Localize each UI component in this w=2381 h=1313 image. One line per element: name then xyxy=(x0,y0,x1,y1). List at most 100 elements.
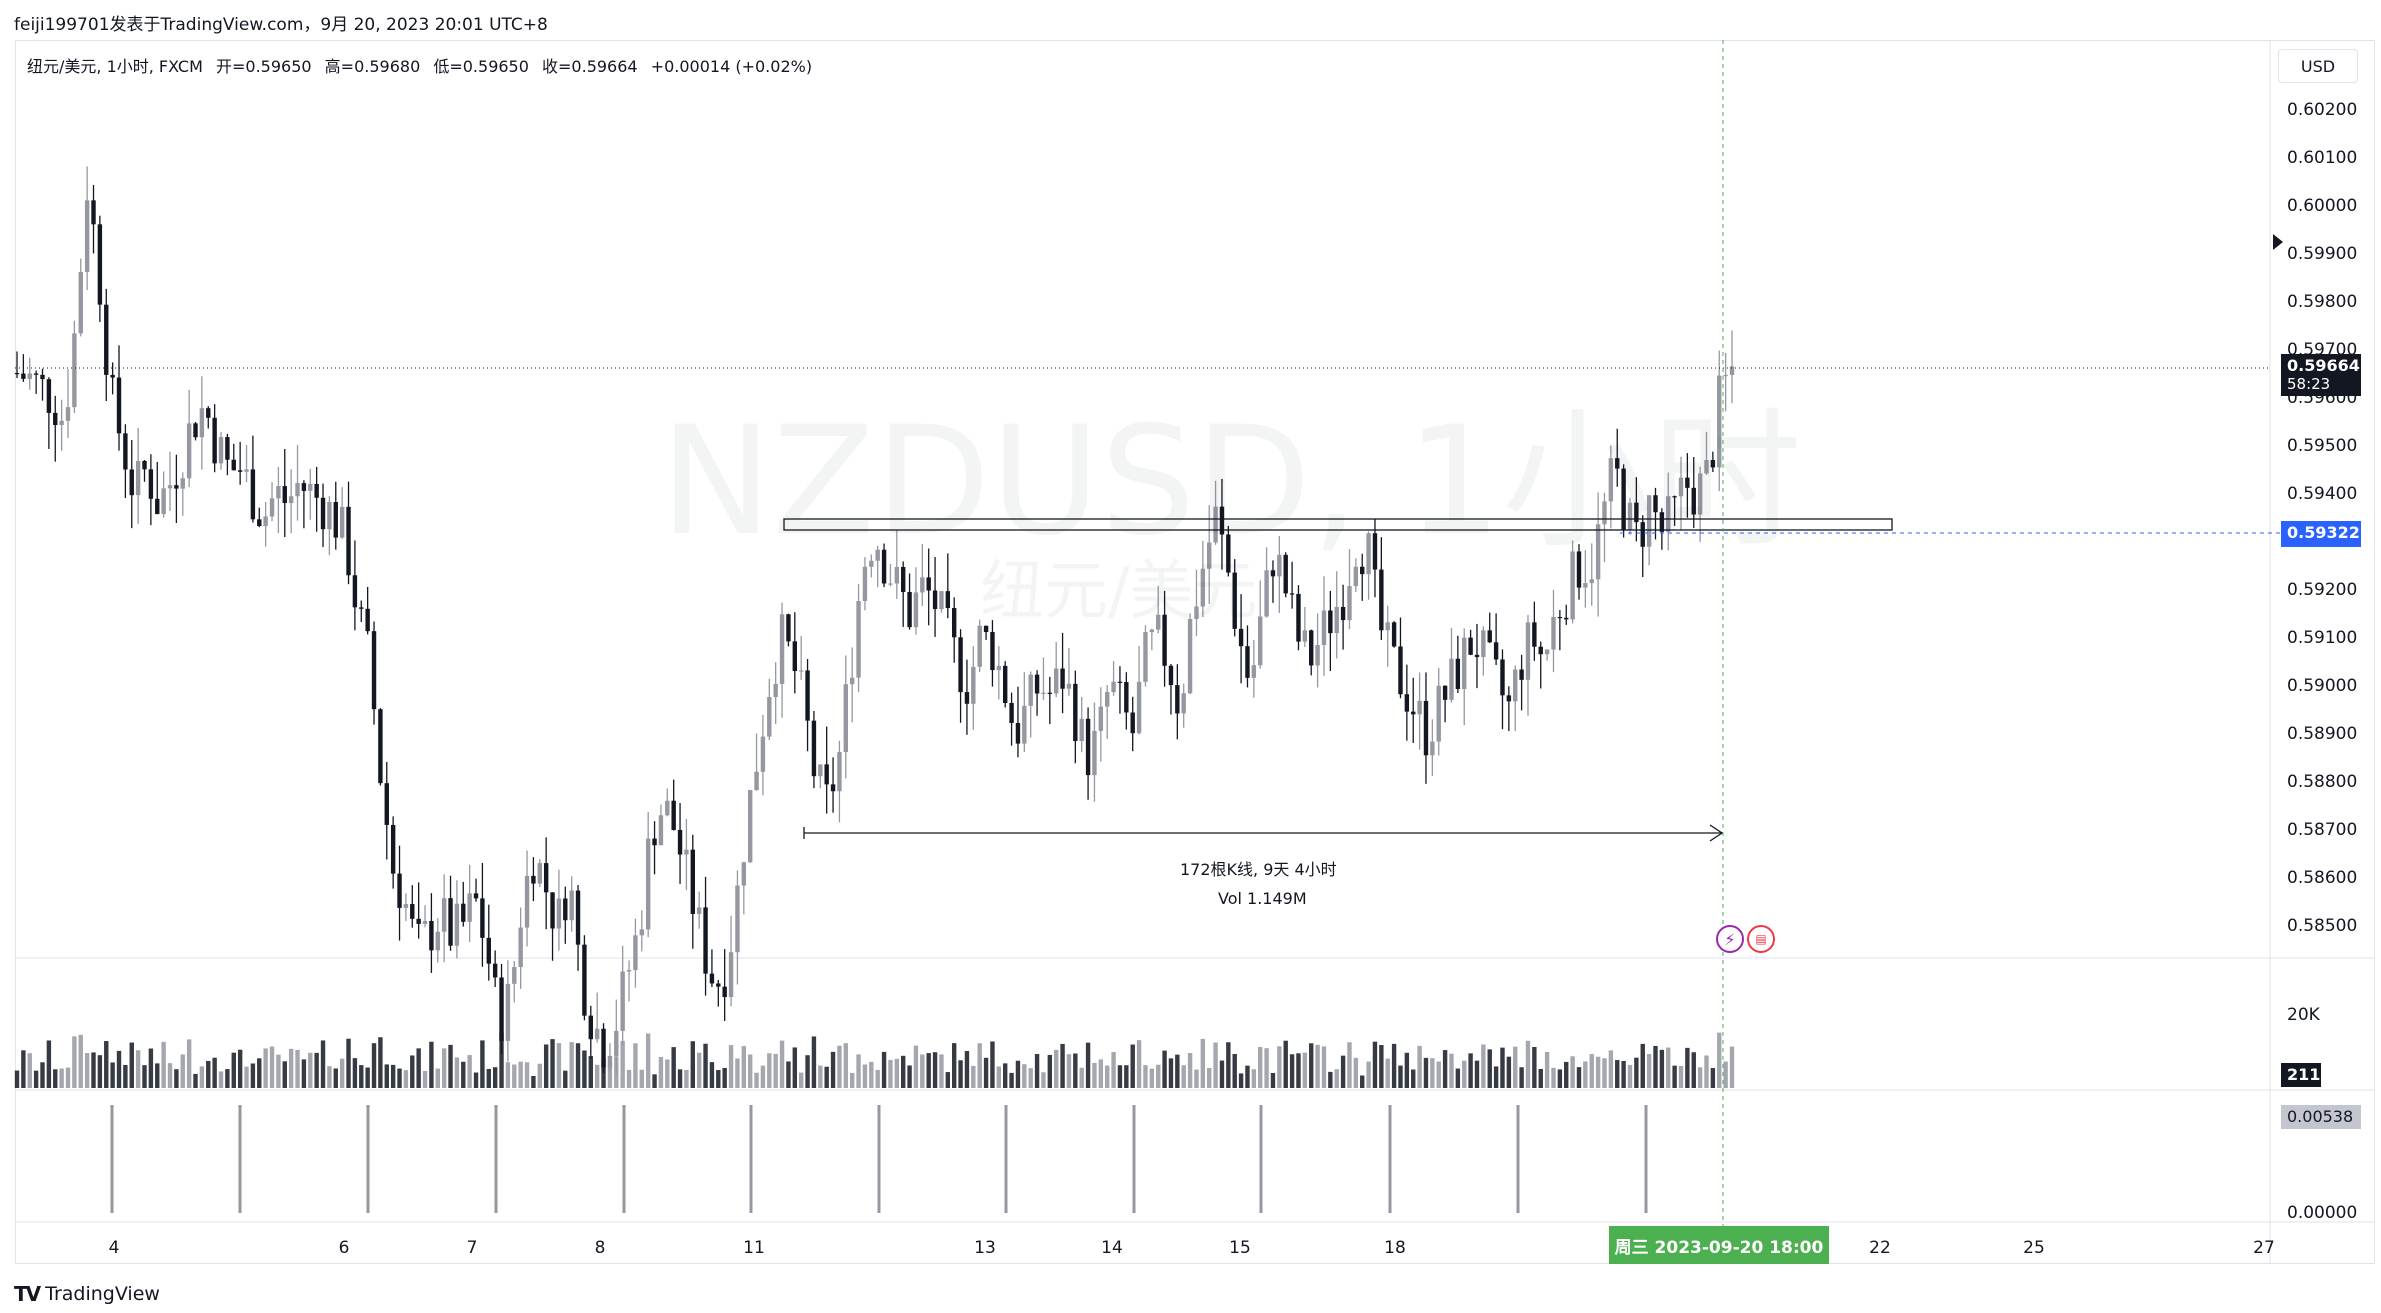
volume-bar xyxy=(193,1073,198,1088)
candle-body xyxy=(295,483,300,497)
volume-bar xyxy=(990,1041,995,1088)
candle-body xyxy=(563,898,568,921)
candle-body xyxy=(971,666,976,704)
volume-bar xyxy=(1156,1064,1161,1088)
candle-body xyxy=(1685,477,1690,488)
volume-bar xyxy=(722,1067,727,1088)
candle-body xyxy=(837,752,842,792)
candle-body xyxy=(907,591,912,628)
volume-bar xyxy=(1659,1049,1665,1088)
volume-bar xyxy=(1589,1054,1594,1088)
candle-body xyxy=(1595,524,1601,580)
candle-body xyxy=(1321,610,1327,645)
ohlc-legend[interactable]: 纽元/美元, 1小时, FXCM 开=0.59650 高=0.59680 低=0… xyxy=(27,53,820,77)
candle-body xyxy=(1111,681,1116,693)
candle-body xyxy=(486,937,491,964)
candle-body xyxy=(1073,683,1078,742)
candle-body xyxy=(945,591,951,609)
price-tick-label: 0.58900 xyxy=(2287,724,2357,744)
candle-body xyxy=(454,903,460,946)
candle-body xyxy=(282,486,287,504)
candle-body xyxy=(652,838,657,846)
candle-body xyxy=(1092,730,1097,776)
currency-selector[interactable]: USD xyxy=(2278,49,2358,83)
candle-body xyxy=(792,641,798,672)
volume-bar xyxy=(926,1053,931,1088)
candle-body xyxy=(231,459,236,471)
volume-bar xyxy=(1098,1059,1104,1088)
candle-body xyxy=(1219,506,1225,535)
candle-body xyxy=(1570,551,1575,620)
candle-body xyxy=(1404,694,1410,712)
candle-body xyxy=(881,549,887,584)
volume-bar xyxy=(1347,1042,1352,1088)
measure-volume-label: Vol 1.149M xyxy=(1218,889,1307,908)
candle-body xyxy=(123,433,128,470)
volume-bar xyxy=(900,1055,906,1088)
candle-body xyxy=(33,373,39,375)
candle-body xyxy=(594,1028,600,1040)
volume-bar xyxy=(148,1048,154,1088)
volume-bar xyxy=(276,1054,281,1088)
candle-body xyxy=(1124,682,1129,713)
candle-body xyxy=(556,898,562,929)
drawing-overlays[interactable] xyxy=(15,40,2280,1226)
volume-bar xyxy=(556,1043,562,1088)
candle-body xyxy=(913,592,919,628)
arrow-right-icon xyxy=(2273,234,2283,250)
volume-bar xyxy=(550,1039,555,1088)
candle-body xyxy=(1315,644,1320,666)
candle-body xyxy=(1462,637,1467,689)
candle-body xyxy=(1309,630,1314,666)
volume-bar xyxy=(677,1069,683,1088)
volume-bar xyxy=(225,1069,230,1088)
volume-bar xyxy=(696,1052,702,1088)
candle-body xyxy=(1009,702,1014,723)
lightning-icon[interactable]: ⚡ xyxy=(1716,925,1744,953)
candle-body xyxy=(1028,674,1033,706)
volume-bar xyxy=(811,1036,817,1088)
candle-body xyxy=(339,506,345,538)
volume-bar xyxy=(1666,1047,1671,1088)
volume-bar xyxy=(1513,1046,1518,1088)
price-tick-label: 0.59100 xyxy=(2287,628,2357,648)
candle-body xyxy=(1156,614,1161,630)
candle-body xyxy=(1564,617,1569,620)
candle-body xyxy=(1098,706,1104,731)
volume-bar xyxy=(894,1058,900,1088)
oscillator-value-label: 0.00538 xyxy=(2281,1105,2361,1129)
volume-bar xyxy=(537,1063,542,1088)
legend-symbol: 纽元/美元, 1小时, FXCM xyxy=(27,57,203,76)
volume-bar xyxy=(410,1055,415,1088)
us-flag-icon[interactable]: ▤ xyxy=(1747,925,1775,953)
candle-body xyxy=(1640,522,1645,547)
volume-bar xyxy=(971,1065,976,1088)
volume-bar xyxy=(1283,1040,1288,1088)
candle-body xyxy=(1085,718,1091,776)
volume-bar xyxy=(65,1067,71,1088)
candle-body xyxy=(786,614,791,642)
volume-bar xyxy=(531,1075,536,1088)
candle-body xyxy=(53,412,58,426)
date-range-arrowhead xyxy=(1709,824,1724,842)
tradingview-logo[interactable]: TV TradingView xyxy=(14,1282,160,1306)
candle-body xyxy=(722,986,727,998)
candle-body xyxy=(1411,711,1416,715)
candle-body xyxy=(1264,570,1269,617)
candle-body xyxy=(1704,460,1709,474)
candle-body xyxy=(741,862,747,886)
candle-body xyxy=(690,849,695,914)
volume-bar xyxy=(939,1054,944,1088)
candle-body xyxy=(473,893,479,899)
volume-bar xyxy=(1289,1054,1295,1088)
volume-bar xyxy=(1353,1057,1359,1088)
volume-bar xyxy=(907,1065,912,1088)
volume-bar xyxy=(747,1054,753,1088)
candle-body xyxy=(1455,658,1461,689)
candle-body xyxy=(1672,496,1677,498)
volume-bar xyxy=(888,1059,893,1088)
candle-body xyxy=(288,496,294,504)
volume-bar xyxy=(1105,1065,1110,1088)
candle-body xyxy=(1544,649,1550,655)
